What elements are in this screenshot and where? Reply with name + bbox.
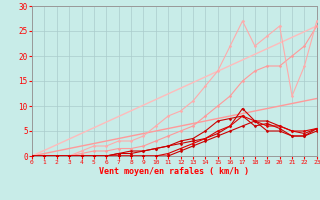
X-axis label: Vent moyen/en rafales ( km/h ): Vent moyen/en rafales ( km/h ) [100, 167, 249, 176]
